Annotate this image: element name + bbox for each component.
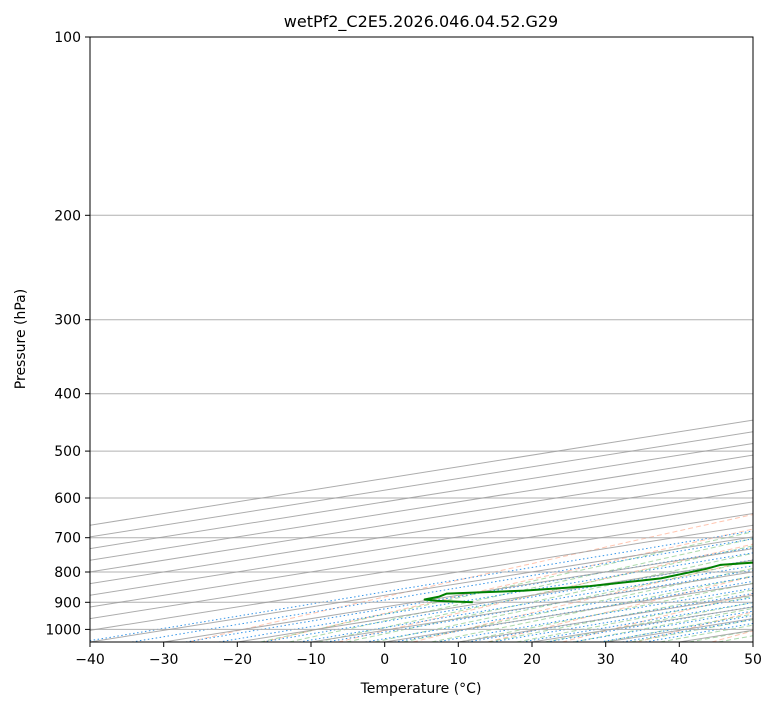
isotherm-line [310, 571, 753, 642]
dry-adiabat-line [188, 513, 753, 642]
y-tick-label: 900 [54, 595, 81, 611]
isotherm-line [90, 513, 753, 620]
y-axis-ticks: 100 200 300 400 500 600 700 800 900 1000 [45, 30, 90, 638]
isotherm-line [90, 489, 753, 596]
moist-adiabat-line [573, 607, 753, 642]
y-tick-label: 100 [54, 30, 81, 46]
x-tick-label: 0 [380, 652, 389, 668]
isotherm-line [90, 501, 753, 608]
x-tick-label: −40 [75, 652, 105, 668]
y-tick-label: 300 [54, 313, 81, 329]
isotherm-line [90, 477, 753, 585]
x-axis-title: Temperature (°C) [360, 681, 482, 697]
mixing-ratio-line [492, 597, 753, 642]
mixing-ratio-line [326, 569, 753, 642]
dry-adiabats [188, 513, 753, 642]
isotherm-line [90, 466, 753, 573]
dry-adiabat-line [412, 559, 753, 642]
y-tick-label: 600 [54, 491, 81, 507]
x-tick-label: 20 [523, 652, 541, 668]
y-tick-label: 400 [54, 387, 81, 403]
isotherm-line [90, 454, 753, 561]
isotherm-line [90, 536, 753, 642]
mixing-ratio-line [436, 587, 753, 642]
moist-adiabat-line [403, 567, 753, 642]
y-axis-title: Pressure (hPa) [13, 289, 29, 389]
dry-adiabat-line [562, 593, 753, 642]
x-tick-label: 50 [744, 652, 762, 668]
isotherm-line [752, 641, 753, 642]
x-tick-label: 40 [670, 652, 688, 668]
y-tick-label: 500 [54, 444, 81, 460]
y-tick-label: 200 [54, 208, 81, 224]
isotherm-line [90, 442, 753, 550]
y-tick-label: 1000 [45, 622, 81, 638]
dewpoint-profile-line [423, 561, 753, 604]
y-tick-label: 700 [54, 531, 81, 547]
mixing-ratio-line [365, 576, 753, 642]
moist-adiabat-line [602, 613, 753, 642]
moist-adiabat-line [689, 629, 753, 642]
mixing-ratio-line [394, 580, 753, 642]
isotherm-line [90, 524, 753, 631]
sounding-series [423, 37, 775, 604]
moist-adiabat-line [431, 575, 753, 642]
y-tick-label: 800 [54, 565, 81, 581]
chart-title: wetPf2_C2E5.2026.046.04.52.G29 [284, 12, 558, 32]
x-axis-ticks: −40 −30 −20 −10 0 10 20 30 40 50 [75, 642, 762, 668]
mixing-ratio-line [622, 618, 753, 642]
moist-adiabat-line [487, 589, 753, 642]
isotherm-gridlines [90, 419, 753, 642]
dry-adiabat-line [338, 543, 753, 642]
x-tick-label: −30 [149, 652, 179, 668]
mixing-ratio-line [185, 546, 753, 642]
x-tick-label: −20 [223, 652, 253, 668]
plot-area: 0.10.20.40.611.52346810131620253036 [90, 37, 775, 642]
moist-adiabat-line [374, 560, 753, 642]
mixing-ratio-line [522, 602, 753, 642]
isobar-gridlines [90, 37, 753, 630]
x-tick-label: −10 [296, 652, 326, 668]
isotherm-line [90, 431, 753, 538]
temperature-profile-line [760, 37, 775, 602]
plot-frame [89, 36, 754, 643]
x-tick-label: 10 [449, 652, 467, 668]
dry-adiabat-line [636, 611, 753, 642]
isotherm-line [163, 548, 753, 642]
mixing-ratio-line [218, 552, 753, 642]
moist-adiabat-line [260, 531, 753, 642]
isotherm-line [237, 559, 753, 642]
x-tick-label: 30 [597, 652, 615, 668]
moist-adiabat-line [317, 545, 753, 642]
mixing-ratio-line [131, 538, 753, 642]
mixing-ratio-line [572, 610, 753, 642]
isotherm-line [90, 419, 753, 526]
